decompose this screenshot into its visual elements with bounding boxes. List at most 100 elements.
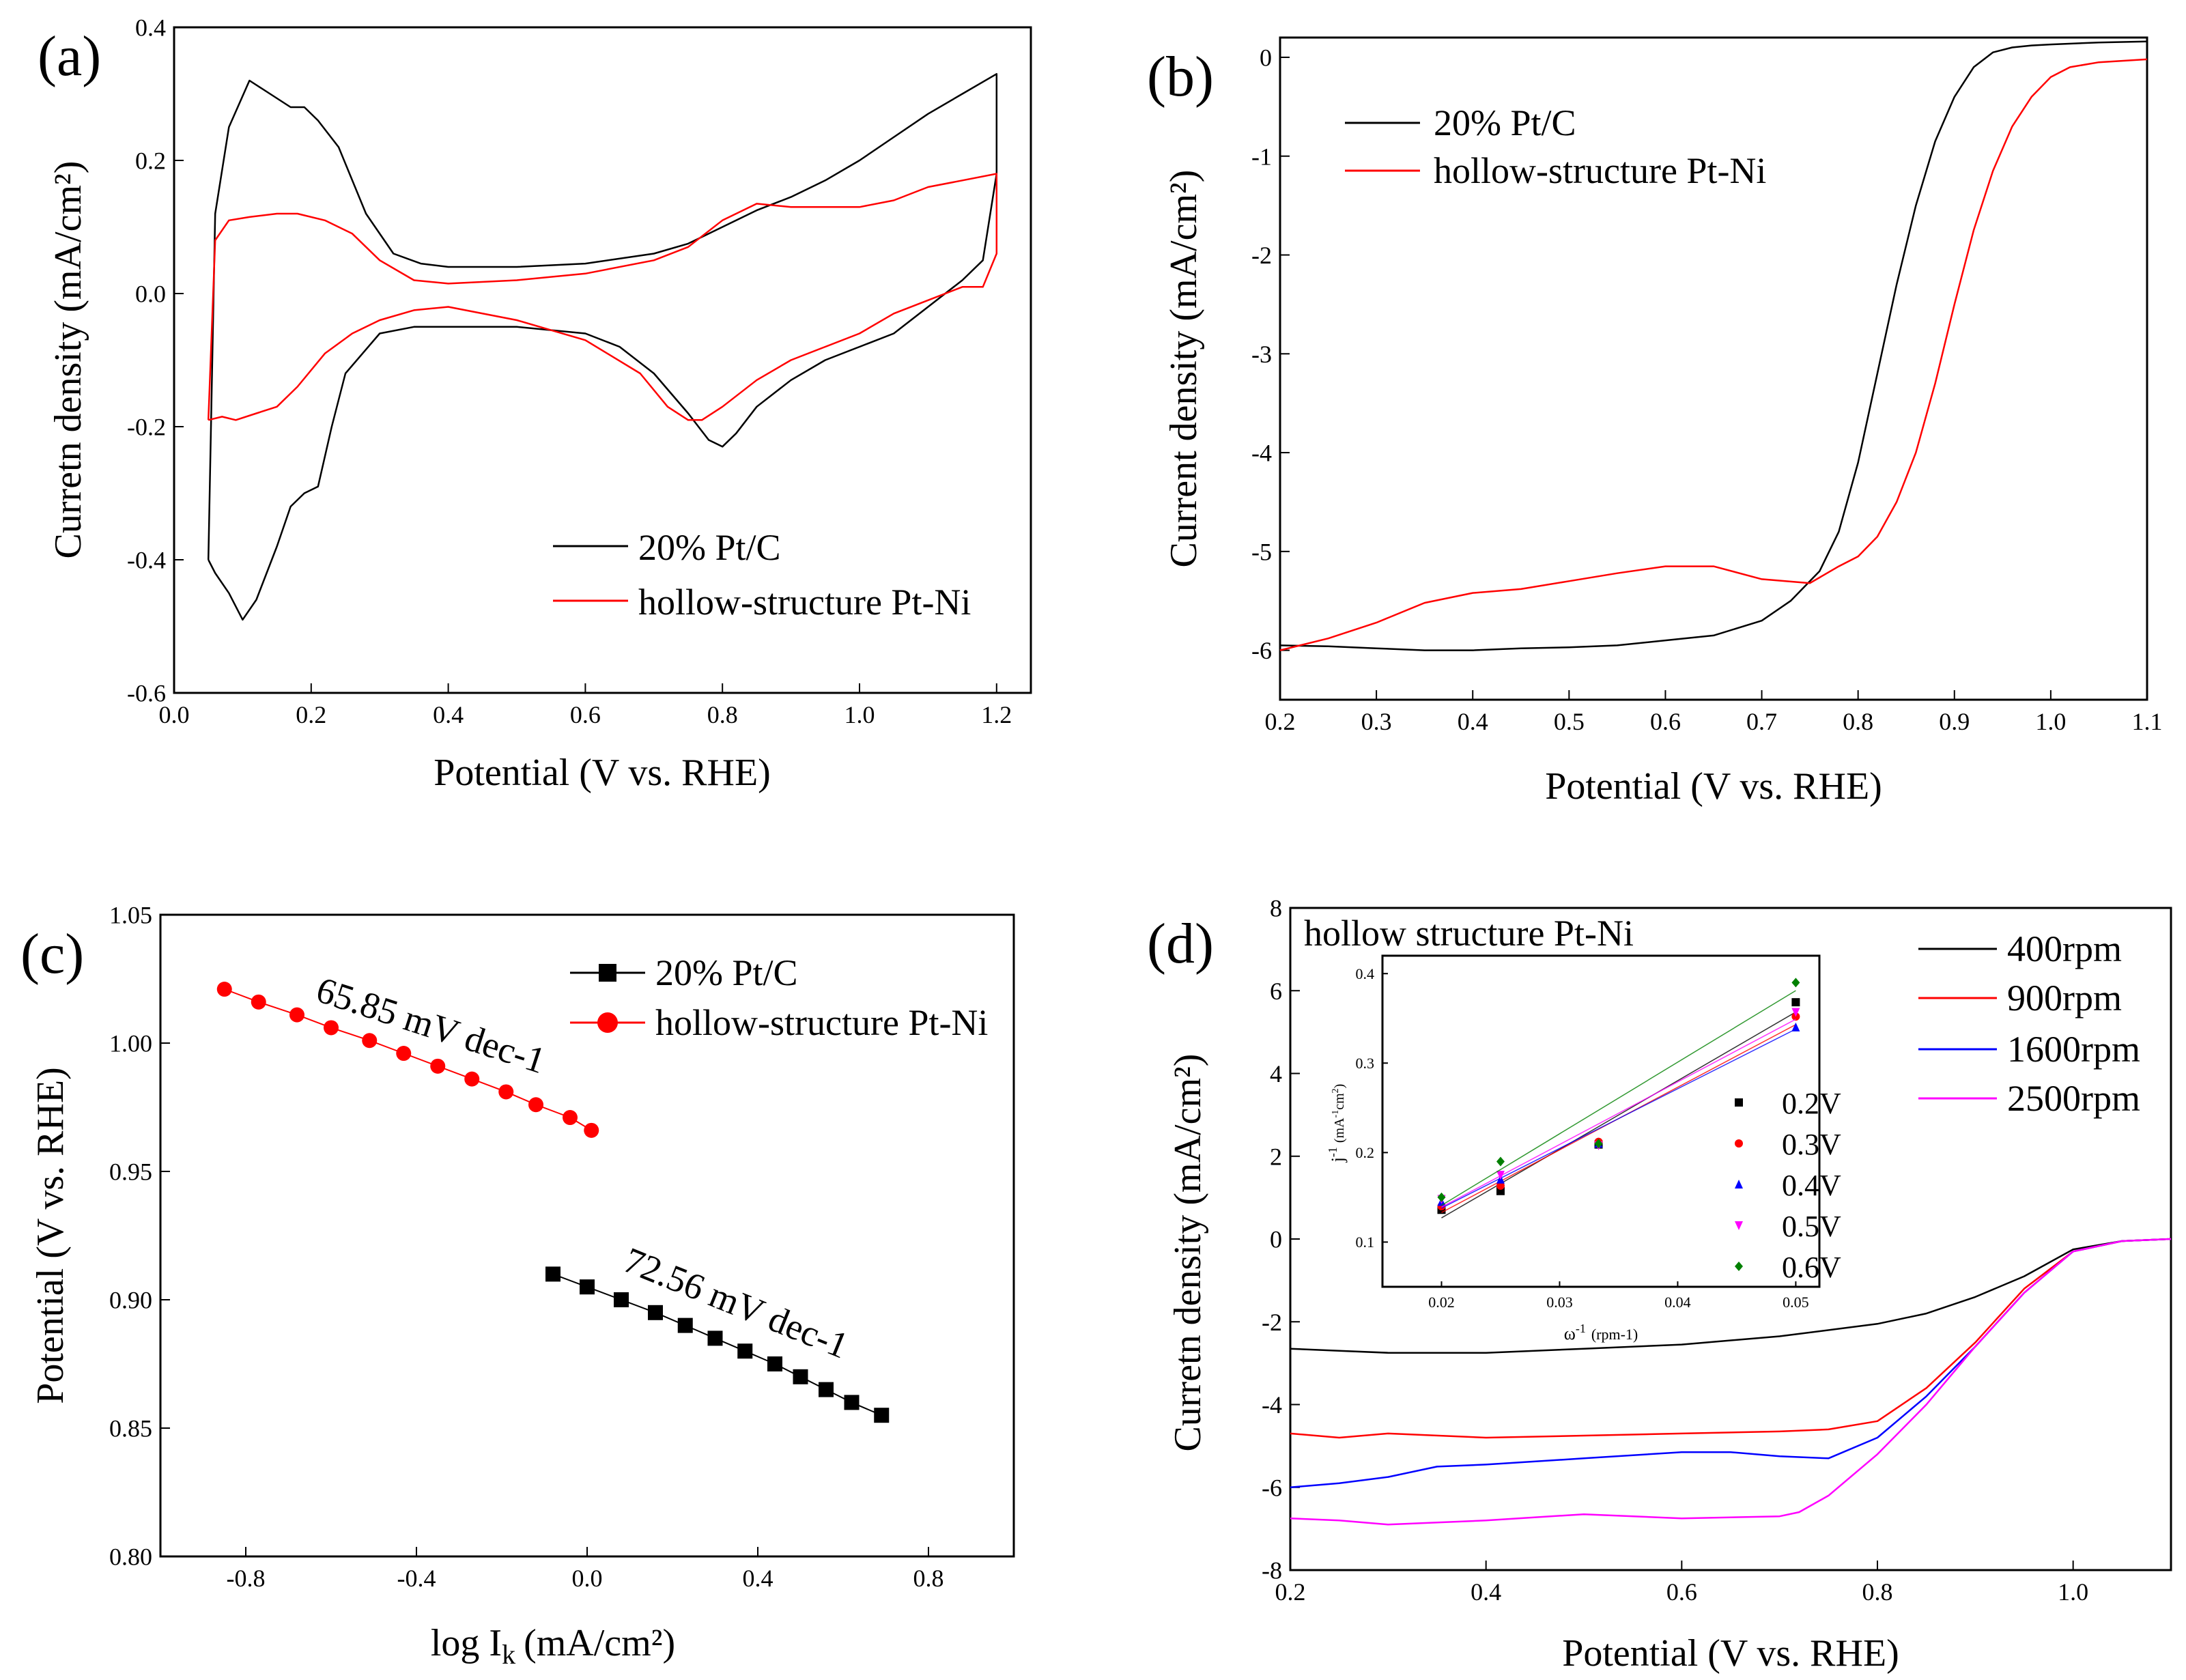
y-tick-label: -1 (1251, 143, 1272, 170)
panel-c-ylabel: Potential (V vs. RHE) (29, 1067, 72, 1404)
panel-b-ticks: 0.2 0.3 0.4 0.5 0.6 0.7 0.8 0.9 1.0 1.1 0 -1 -2 -3 -4 -… (1251, 44, 2163, 735)
y-tick-label: -2 (1262, 1309, 1282, 1336)
x-tick-label: 0.8 (913, 1565, 944, 1592)
data-point-pt-c (819, 1382, 834, 1397)
x-tick-label: 1.0 (844, 701, 875, 728)
inset-legend-marker-0.4V (1735, 1180, 1743, 1188)
x-tick-label: 0.7 (1746, 708, 1777, 735)
y-tick-label: 0.4 (135, 14, 166, 42)
data-point-pt-ni (362, 1033, 378, 1049)
x-tick-label: 0.2 (296, 701, 326, 728)
data-point-pt-c (844, 1395, 860, 1410)
x-tick-label: -0.4 (397, 1565, 436, 1592)
inset-ylabel-unit-tail: cm (1332, 1093, 1347, 1110)
panel-b-ylabel: Current density (mA/cm²) (1163, 170, 1205, 568)
y-tick-label: 0.3 (1356, 1055, 1375, 1072)
data-point-pt-c (545, 1266, 560, 1282)
inset-point-0.5V (1791, 1008, 1800, 1017)
inset-legend-marker-0.3V (1735, 1139, 1743, 1148)
y-tick-label: 0.1 (1356, 1234, 1375, 1251)
y-tick-label: 0.95 (109, 1158, 152, 1186)
legend-label-pt-c: 20% Pt/C (1434, 102, 1576, 143)
inset-ylabel-unit-tail-sup: 2 (1331, 1088, 1341, 1093)
series-line-2500rpm (1290, 1238, 2172, 1526)
panel-c-xlabel-main: log I (431, 1622, 502, 1664)
y-tick-label: 6 (1270, 978, 1282, 1005)
y-tick-label: -3 (1251, 341, 1272, 368)
inset-legend-label-0.5V: 0.5V (1782, 1210, 1841, 1243)
data-point-pt-c (874, 1408, 890, 1423)
y-tick-label: 0.2 (1356, 1144, 1375, 1161)
data-point-pt-ni (251, 994, 266, 1010)
y-tick-label: 4 (1270, 1060, 1282, 1087)
data-point-pt-ni (396, 1046, 412, 1062)
data-point-pt-ni (528, 1097, 543, 1113)
data-point-pt-ni (430, 1058, 446, 1074)
y-tick-label: -4 (1251, 440, 1272, 467)
x-tick-label: 0.5 (1554, 708, 1585, 735)
panel-b-frame (1279, 36, 2148, 701)
y-tick-label: -4 (1262, 1391, 1282, 1419)
panel-a-ylabel: Curretn density (mA/cm²) (47, 161, 89, 559)
inset-legend-label-0.3V: 0.3V (1782, 1128, 1841, 1161)
y-tick-label: 0 (1270, 1226, 1282, 1253)
legend-label-400: 400rpm (2007, 928, 2122, 969)
panel-a-label: (a) (38, 25, 101, 88)
y-tick-label: 8 (1270, 895, 1282, 922)
x-tick-label: 0.9 (1939, 708, 1970, 735)
y-tick-label: -0.6 (127, 680, 166, 707)
inset-legend-label-0.6V: 0.6V (1782, 1251, 1841, 1284)
series-line-pt-ni (1279, 58, 2148, 651)
x-tick-label: 0.6 (1650, 708, 1681, 735)
y-tick-label: 1.05 (109, 902, 152, 929)
x-tick-label: -0.8 (227, 1565, 266, 1592)
inset-fit-line-0.4V (1441, 1028, 1796, 1209)
data-point-pt-c (767, 1356, 782, 1371)
inset-point-0.3V (1496, 1181, 1505, 1190)
x-tick-label: 0.4 (743, 1565, 773, 1592)
inset-xlabel: ω-1 (rpm-1) (1564, 1322, 1638, 1343)
panel-c: (c) -0.8 -0.4 0.0 0.4 0.8 0.80 0.85 0.90 0.95 1.0… (20, 902, 1015, 1670)
inset-legend-marker-0.5V (1735, 1221, 1743, 1230)
series-line-pt-ni (207, 173, 998, 421)
x-tick-label: 1.1 (2132, 708, 2163, 735)
inset-point-0.6V (1496, 1156, 1505, 1167)
inset-fit-line-0.6V (1441, 990, 1796, 1206)
panel-a-ticks: 0.0 0.2 0.4 0.6 0.8 1.0 1.2 -0.6 -0.4 -0.2 0.0 0.2 0… (127, 14, 1012, 728)
x-tick-label: 0.3 (1361, 708, 1392, 735)
panel-b-series (1279, 40, 2148, 651)
panel-c-series (216, 982, 890, 1423)
legend-label-pt-ni: hollow-structure Pt-Ni (638, 582, 971, 623)
x-tick-label: 0.4 (1471, 1578, 1501, 1606)
y-tick-label: 0.2 (135, 147, 166, 175)
panel-b: (b) 0.2 0.3 0.4 0.5 0.6 0.7 0.8 0.9 1.0 1.1 0 -1 -2 -… (1147, 36, 2163, 808)
inset-xlabel-unit: (rpm-1) (1591, 1326, 1638, 1343)
panel-c-label: (c) (20, 922, 84, 986)
x-tick-label: 0.2 (1275, 1578, 1306, 1606)
inset-ylabel-main: j (1328, 1157, 1348, 1163)
inset-point-0.5V (1496, 1171, 1505, 1180)
panel-a-legend: 20% Pt/C hollow-structure Pt-Ni (553, 527, 971, 623)
panel-c-legend: 20% Pt/C hollow-structure Pt-Ni (570, 952, 988, 1043)
inset-xlabel-main: ω (1564, 1324, 1576, 1343)
panel-d-legend: 400rpm 900rpm 1600rpm 2500rpm (1918, 928, 2140, 1119)
inset-legend-label-0.2V: 0.2V (1782, 1087, 1841, 1120)
y-tick-label: 0.85 (109, 1415, 152, 1442)
panel-d-xlabel: Potential (V vs. RHE) (1562, 1632, 1899, 1675)
panel-a-series (207, 73, 998, 621)
data-point-pt-c (737, 1343, 753, 1359)
panel-b-label: (b) (1147, 45, 1214, 109)
x-tick-label: 0.02 (1428, 1294, 1455, 1311)
y-tick-label: -5 (1251, 538, 1272, 565)
inset-legend: 0.2V 0.3V 0.4V 0.5V 0.6V (1735, 1087, 1841, 1284)
panel-d: (d) 0.2 0.4 0.6 0.8 1.0 8 6 4 2 0 -2 -4 -6 -8 hollow … (1147, 895, 2172, 1675)
data-point-pt-c (580, 1279, 595, 1295)
series-line-900rpm (1290, 1238, 2172, 1439)
x-tick-label: 0.8 (1862, 1578, 1893, 1606)
y-tick-label: -2 (1251, 242, 1272, 269)
legend-label-900: 900rpm (2007, 978, 2122, 1019)
inset-fit-line-0.2V (1441, 1011, 1796, 1219)
inset-legend-marker-0.2V (1735, 1098, 1743, 1107)
y-tick-label: 0 (1260, 44, 1272, 72)
panel-c-xlabel-sub: k (502, 1639, 515, 1670)
